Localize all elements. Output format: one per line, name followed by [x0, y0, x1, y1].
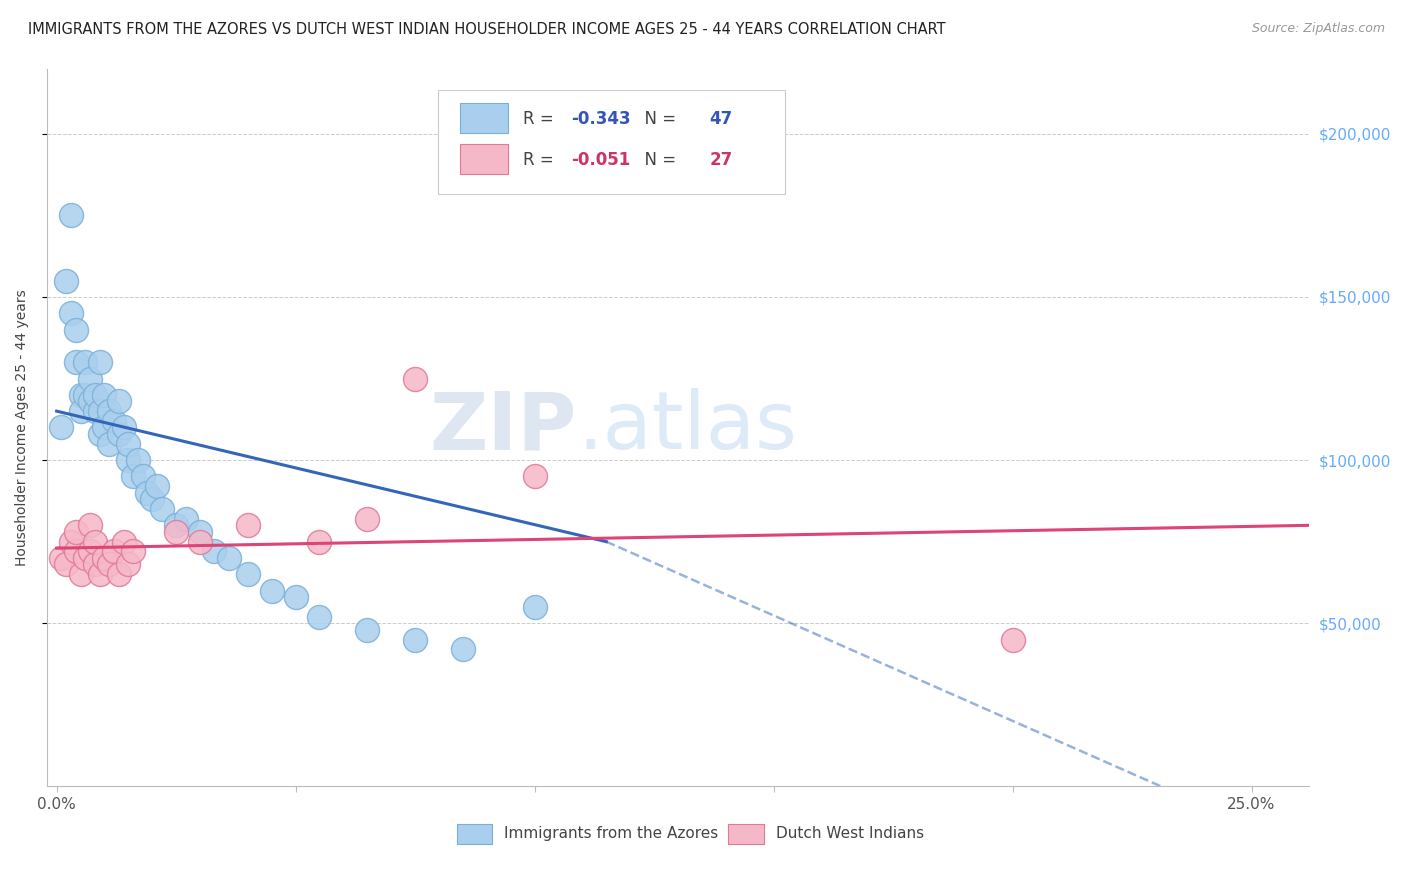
Bar [460, 103, 508, 133]
Text: Source: ZipAtlas.com: Source: ZipAtlas.com [1251, 22, 1385, 36]
Point [107, 427, 129, 442]
Point [146, 479, 169, 493]
Point [79, 544, 101, 558]
Point [79, 371, 101, 385]
Point [59, 306, 82, 320]
Point [83, 558, 105, 572]
Text: Immigrants from the Azores: Immigrants from the Azores [503, 826, 718, 841]
Point [284, 590, 307, 604]
Point [98, 436, 121, 450]
Point [356, 623, 378, 637]
Point [55, 558, 77, 572]
Point [69, 567, 91, 582]
Point [75, 355, 97, 369]
Point [1001, 632, 1024, 647]
Point [59, 534, 82, 549]
Point [451, 642, 474, 657]
Point [136, 485, 159, 500]
Point [65, 322, 87, 336]
Point [89, 427, 111, 442]
Point [51, 551, 73, 566]
Point [51, 420, 73, 434]
Point [127, 453, 149, 467]
Point [523, 469, 546, 483]
Point [165, 524, 187, 539]
Text: N =: N = [634, 110, 681, 128]
Point [89, 567, 111, 582]
Point [404, 632, 426, 647]
Text: Dutch West Indians: Dutch West Indians [776, 826, 925, 841]
Point [93, 551, 115, 566]
Point [93, 420, 115, 434]
Point [202, 544, 225, 558]
Text: N =: N = [634, 151, 681, 169]
Point [89, 355, 111, 369]
Bar [460, 144, 508, 174]
Text: IMMIGRANTS FROM THE AZORES VS DUTCH WEST INDIAN HOUSEHOLDER INCOME AGES 25 - 44 : IMMIGRANTS FROM THE AZORES VS DUTCH WEST… [28, 22, 946, 37]
Text: R =: R = [523, 110, 558, 128]
Text: .atlas: .atlas [576, 388, 797, 467]
Point [523, 599, 546, 614]
Point [141, 492, 163, 507]
Point [112, 534, 135, 549]
FancyBboxPatch shape [439, 90, 785, 194]
Point [260, 583, 283, 598]
Point [79, 394, 101, 409]
Text: 27: 27 [710, 151, 733, 169]
Point [69, 388, 91, 402]
Point [236, 518, 259, 533]
Text: 47: 47 [710, 110, 733, 128]
Point [75, 388, 97, 402]
Point [107, 394, 129, 409]
Point [65, 544, 87, 558]
Point [89, 404, 111, 418]
Point [112, 420, 135, 434]
Point [98, 558, 121, 572]
Point [79, 518, 101, 533]
Point [174, 512, 197, 526]
Point [103, 544, 125, 558]
Y-axis label: Householder Income Ages 25 - 44 years: Householder Income Ages 25 - 44 years [15, 289, 30, 566]
Point [188, 534, 211, 549]
Point [83, 388, 105, 402]
Point [150, 502, 173, 516]
Point [107, 567, 129, 582]
Point [103, 414, 125, 428]
Point [404, 371, 426, 385]
Point [131, 469, 153, 483]
Point [69, 404, 91, 418]
Point [59, 208, 82, 222]
Point [122, 469, 145, 483]
Bar [457, 823, 492, 844]
Point [165, 518, 187, 533]
Point [117, 558, 139, 572]
Text: ZIP: ZIP [430, 388, 576, 467]
Point [98, 404, 121, 418]
Point [356, 512, 378, 526]
Point [65, 524, 87, 539]
Point [93, 388, 115, 402]
Point [308, 609, 330, 624]
Point [117, 436, 139, 450]
Point [83, 404, 105, 418]
Point [122, 544, 145, 558]
Point [117, 453, 139, 467]
Point [236, 567, 259, 582]
Point [83, 534, 105, 549]
Point [75, 551, 97, 566]
Point [65, 355, 87, 369]
Point [308, 534, 330, 549]
Text: R =: R = [523, 151, 558, 169]
Text: -0.051: -0.051 [571, 151, 630, 169]
Point [218, 551, 240, 566]
Point [188, 524, 211, 539]
Bar [728, 823, 763, 844]
Point [55, 274, 77, 288]
Text: -0.343: -0.343 [571, 110, 630, 128]
